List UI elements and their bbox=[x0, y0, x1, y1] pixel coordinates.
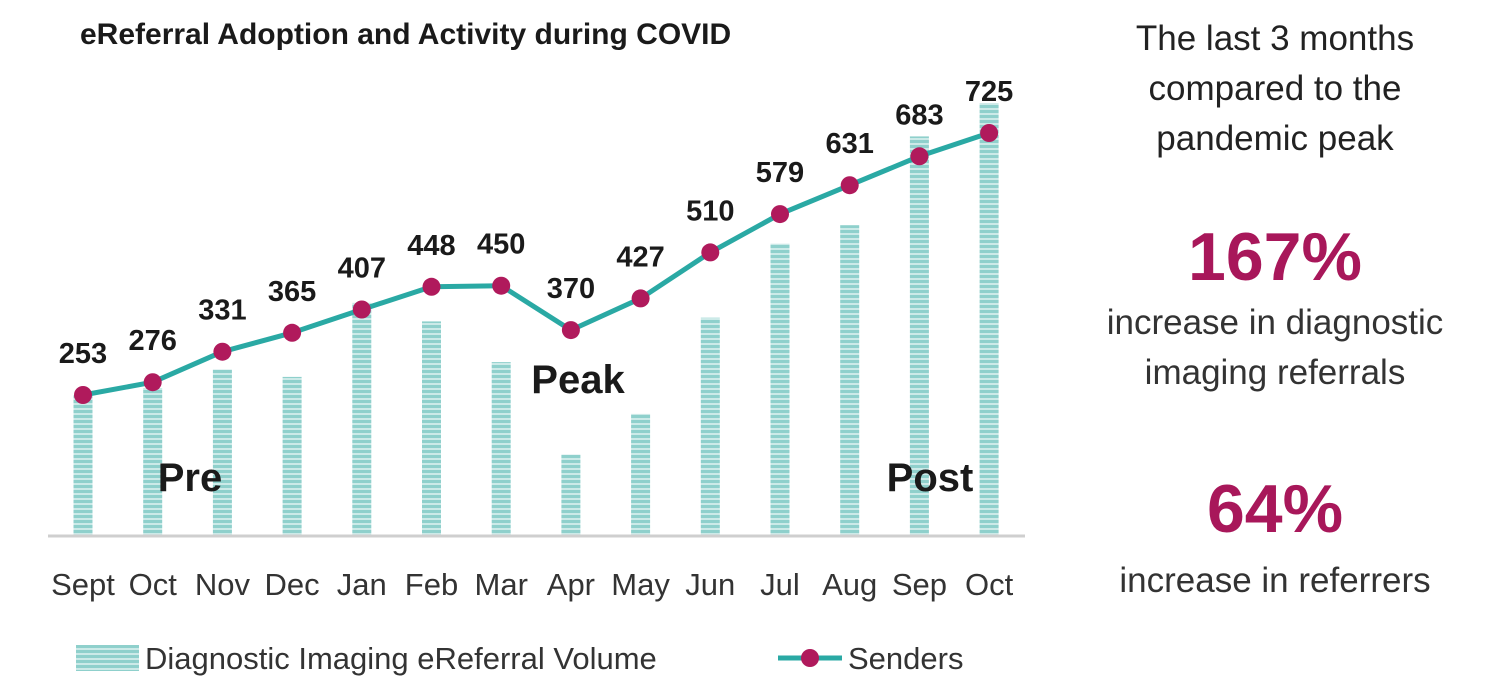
phase-annotations: Pre Peak Post bbox=[158, 358, 974, 500]
bar-volume-may-8 bbox=[631, 413, 651, 536]
x-tick-label-9: Jun bbox=[685, 567, 735, 602]
bar-volume-aug-11 bbox=[840, 225, 860, 536]
senders-label-6: 450 bbox=[477, 229, 525, 261]
stat-referrals-increase-label: increase in diagnostic imaging referrals bbox=[1106, 303, 1444, 392]
chart-title: eReferral Adoption and Activity during C… bbox=[80, 18, 732, 51]
legend: Diagnostic Imaging eReferral Volume Sende… bbox=[76, 641, 963, 676]
x-tick-label-0: Sept bbox=[51, 567, 115, 602]
senders-label-3: 365 bbox=[268, 276, 316, 308]
bar-volume-nov-2 bbox=[212, 369, 232, 536]
x-tick-label-5: Feb bbox=[405, 567, 458, 602]
bar-volume-jun-9 bbox=[700, 317, 720, 536]
bar-volume-feb-5 bbox=[422, 321, 441, 536]
bar-volume-oct-13 bbox=[979, 103, 999, 536]
senders-point-5 bbox=[422, 277, 441, 296]
senders-point-7 bbox=[561, 321, 580, 340]
phase-label-pre: Pre bbox=[158, 456, 223, 500]
senders-point-10 bbox=[771, 205, 789, 224]
senders-point-1 bbox=[143, 373, 162, 392]
bar-volume-jan-4 bbox=[352, 302, 372, 536]
bar-volume-oct-1 bbox=[143, 388, 163, 536]
legend-line-label: Senders bbox=[848, 641, 963, 676]
x-tick-label-13: Oct bbox=[965, 567, 1014, 602]
bar-volume-mar-6 bbox=[491, 362, 511, 536]
senders-label-4: 407 bbox=[338, 253, 386, 285]
bars bbox=[73, 103, 999, 536]
x-tick-label-10: Jul bbox=[760, 567, 800, 602]
senders-line bbox=[82, 130, 990, 398]
senders-label-11: 631 bbox=[826, 128, 874, 160]
x-axis-ticks: Sept Oct Nov Dec Jan Feb Mar Apr May Jun Jul Aug Sep… bbox=[51, 567, 1013, 602]
senders-point-8 bbox=[631, 289, 650, 308]
bar-volume-sept-0 bbox=[73, 395, 93, 536]
senders-label-10: 579 bbox=[756, 157, 804, 189]
side-intro-text: The last 3 months compared to the pandem… bbox=[1135, 19, 1415, 158]
legend-bar-label: Diagnostic Imaging eReferral Volume bbox=[145, 641, 657, 676]
bar-volume-sep-12 bbox=[909, 136, 929, 536]
senders-point-3 bbox=[283, 323, 302, 342]
senders-label-8: 427 bbox=[616, 241, 664, 273]
x-tick-label-2: Nov bbox=[195, 567, 251, 602]
senders-point-6 bbox=[492, 276, 511, 295]
senders-point-9 bbox=[701, 243, 720, 262]
x-tick-label-8: May bbox=[611, 567, 670, 602]
senders-point-12 bbox=[910, 147, 929, 166]
stat-referrals-increase-value: 167% bbox=[1188, 219, 1362, 295]
senders-label-1: 276 bbox=[129, 325, 177, 357]
senders-point-13 bbox=[980, 124, 999, 142]
senders-label-7: 370 bbox=[547, 273, 595, 305]
bar-volume-apr-7 bbox=[561, 454, 581, 536]
phase-label-peak: Peak bbox=[531, 358, 625, 402]
stat-referrers-increase-value: 64% bbox=[1206, 471, 1344, 547]
senders-label-0: 253 bbox=[59, 338, 107, 370]
data-labels: 253 276 331 365 407 448 450 370 427 510 579 631 683 7… bbox=[59, 76, 1013, 370]
x-tick-label-11: Aug bbox=[822, 567, 877, 602]
senders-point-0 bbox=[74, 386, 92, 404]
stat-referrers-increase-label: increase in referrers bbox=[1119, 561, 1431, 600]
x-tick-label-4: Jan bbox=[337, 567, 387, 602]
legend-marker-swatch bbox=[801, 649, 819, 667]
x-tick-label-3: Dec bbox=[265, 567, 320, 602]
senders-label-13: 725 bbox=[965, 76, 1013, 108]
legend-bar-swatch bbox=[76, 645, 139, 671]
senders-point-2 bbox=[213, 342, 232, 361]
senders-label-2: 331 bbox=[198, 295, 246, 327]
x-tick-label-1: Oct bbox=[129, 567, 178, 602]
x-tick-label-6: Mar bbox=[475, 567, 528, 602]
x-tick-label-12: Sep bbox=[892, 567, 947, 602]
senders-point-4 bbox=[352, 300, 371, 319]
x-tick-label-7: Apr bbox=[547, 567, 595, 602]
senders-label-5: 448 bbox=[407, 230, 455, 262]
senders-point-11 bbox=[840, 176, 859, 195]
bar-volume-jul-10 bbox=[770, 243, 790, 536]
senders-label-12: 683 bbox=[895, 99, 943, 131]
phase-label-post: Post bbox=[887, 456, 974, 500]
senders-label-9: 510 bbox=[686, 195, 734, 227]
senders-line-series bbox=[74, 124, 999, 404]
bar-volume-dec-3 bbox=[282, 376, 302, 536]
